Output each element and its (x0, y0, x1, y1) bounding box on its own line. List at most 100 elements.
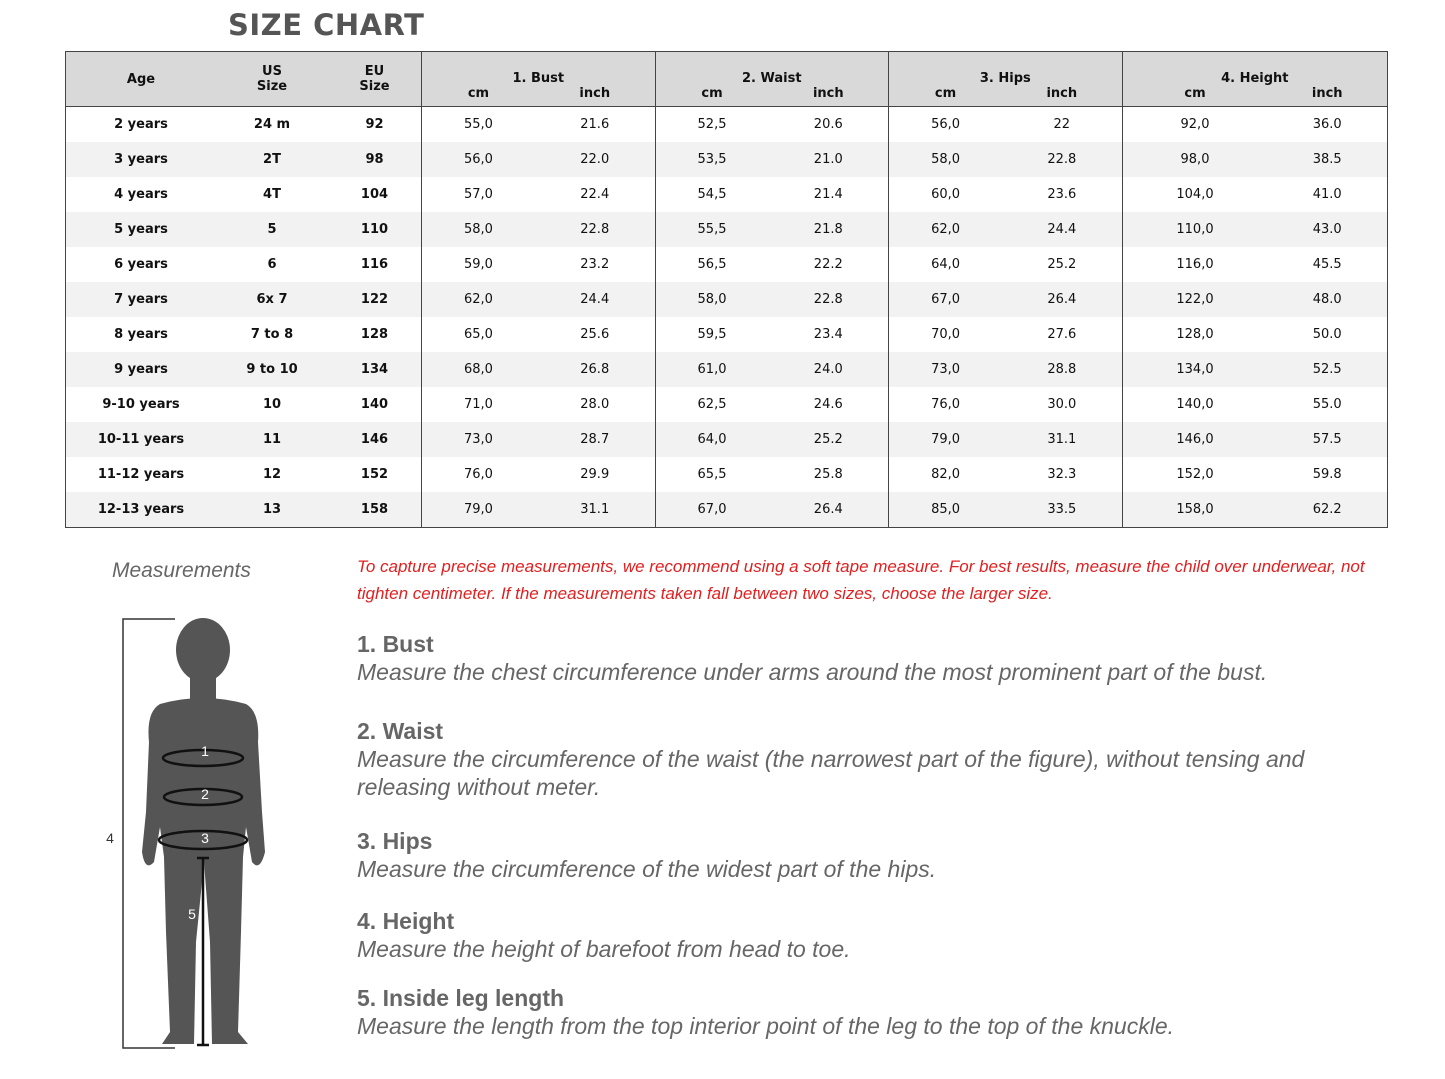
table-cell: 56,5 (654, 247, 769, 282)
subheader-cm: cm (888, 86, 1003, 107)
table-cell: 92 (365, 117, 384, 132)
table-cell: 152,0 (1121, 457, 1268, 492)
size-chart-table: Age US Size EU Size 1. Bust 2. Waist 3. … (65, 51, 1388, 528)
table-cell: 56,0 (420, 142, 535, 177)
table-cell: 24.4 (1002, 212, 1123, 247)
table-cell: 30.0 (1047, 397, 1077, 412)
table-row: 6 years 6 116 59,0 23.2 56,5 22.2 64,0 25.2 116,0… (66, 247, 1388, 282)
table-cell: 12-13 years (65, 492, 216, 528)
table-cell: 11 (216, 422, 328, 457)
figure-label-5: 5 (188, 906, 196, 922)
subheader-cm: cm (420, 86, 535, 107)
table-cell: 21.0 (768, 142, 889, 177)
table-cell: 24 m (253, 117, 291, 132)
table-cell: 5 years (65, 212, 216, 247)
table-cell: 7 years (65, 282, 216, 317)
table-row: 4 years 4T 104 57,0 22.4 54,5 21.4 60,0 23.6 104,… (66, 177, 1388, 212)
table-cell: 58,0 (420, 212, 535, 247)
measurement-section: 2. Waist Measure the circumference of the… (357, 717, 1357, 801)
subheader-inch: inch (768, 86, 889, 107)
section-title: 5. Inside leg length (357, 985, 565, 1011)
measurement-section: 5. Inside leg length Measure the length f… (357, 984, 1357, 1040)
table-cell: 2T (216, 142, 328, 177)
table-cell: 6 years (114, 257, 168, 272)
table-cell: 68,0 (420, 352, 535, 387)
table-cell: 76,0 (888, 387, 1003, 422)
table-cell: 20.6 (813, 117, 843, 132)
header-bust: 1. Bust (421, 51, 656, 86)
table-cell: 104,0 (1121, 177, 1268, 212)
table-row: 9-10 years 10 140 71,0 28.0 62,5 24.6 76,0 30.0 1… (66, 387, 1388, 422)
table-cell: 5 (216, 212, 328, 247)
table-cell: 25.2 (1047, 257, 1077, 272)
section-title: 4. Height (357, 908, 455, 934)
table-cell: 98,0 (1121, 142, 1268, 177)
subheader-inch: inch (534, 86, 656, 107)
table-cell: 38.5 (1267, 142, 1388, 177)
measurement-loops (157, 748, 249, 1047)
table-cell: 85,0 (888, 492, 1003, 528)
table-cell: 67,0 (888, 282, 1003, 317)
table-cell: 104 (360, 187, 389, 202)
table-cell: 45.5 (1312, 257, 1342, 272)
header-age: Age (65, 51, 216, 107)
table-cell: 57.5 (1267, 422, 1388, 457)
table-cell: 10 (262, 397, 282, 412)
table-cell: 122 (328, 282, 422, 317)
table-cell: 60,0 (888, 177, 1003, 212)
table-cell: 59.8 (1312, 467, 1342, 482)
figure-label-2: 2 (201, 786, 209, 802)
table-cell: 25.6 (580, 327, 610, 342)
table-cell: 62.2 (1267, 492, 1388, 528)
table-cell: 52.5 (1267, 352, 1388, 387)
table-cell: 28.0 (580, 397, 610, 412)
table-cell: 12 (262, 467, 282, 482)
table-cell: 26.8 (534, 352, 656, 387)
table-row: 2 years 24 m 92 55,0 21.6 52,5 20.6 56,0 22 92,0 3… (66, 106, 1388, 142)
table-cell: 61,0 (654, 352, 769, 387)
table-cell: 28.8 (1002, 352, 1123, 387)
table-cell: 65,5 (654, 457, 769, 492)
table-cell: 134,0 (1121, 352, 1268, 387)
table-cell: 29.9 (580, 467, 610, 482)
table-cell: 22.2 (813, 257, 843, 272)
header-hips: 3. Hips (888, 51, 1123, 86)
table-cell: 98 (328, 142, 422, 177)
measurement-section: 1. Bust Measure the chest circumference u… (357, 630, 1357, 686)
table-cell: 11-12 years (97, 467, 185, 482)
table-cell: 158,0 (1121, 492, 1268, 528)
table-row: 8 years 7 to 8 128 65,0 25.6 59,5 23.4 70,0 27.6… (66, 317, 1388, 352)
section-title: 1. Bust (357, 631, 434, 657)
table-cell: 59,5 (654, 317, 769, 352)
table-cell: 64,0 (654, 422, 769, 457)
table-cell: 55,5 (654, 212, 769, 247)
table-cell: 25.8 (813, 467, 843, 482)
table-cell: 57,0 (420, 177, 535, 212)
table-cell: 8 years (114, 327, 168, 342)
table-cell: 22.8 (1002, 142, 1123, 177)
table-cell: 9-10 years (102, 397, 180, 412)
measurement-section: 3. Hips Measure the circumference of the … (357, 827, 1357, 883)
table-cell: 22.0 (534, 142, 656, 177)
table-cell: 110 (328, 212, 422, 247)
section-text: Measure the chest circumference under ar… (357, 659, 1268, 685)
table-cell: 23.4 (813, 327, 843, 342)
table-cell: 43.0 (1267, 212, 1388, 247)
table-cell: 24.0 (768, 352, 889, 387)
table-cell: 31.1 (1002, 422, 1123, 457)
table-cell: 152 (360, 467, 389, 482)
table-cell: 55,0 (420, 106, 535, 142)
page-title: SIZE CHART (228, 8, 425, 42)
subheader-cm: cm (1121, 86, 1268, 107)
table-cell: 50.0 (1312, 327, 1342, 342)
table-cell: 2 years (114, 117, 168, 132)
table-cell: 158 (328, 492, 422, 528)
table-cell: 24.6 (813, 397, 843, 412)
table-cell: 36.0 (1312, 117, 1342, 132)
table-cell: 6 (267, 257, 277, 272)
measurements-label: Measurements (112, 559, 251, 582)
table-cell: 3 years (65, 142, 216, 177)
table-cell: 62,0 (420, 282, 535, 317)
table-cell: 53,5 (654, 142, 769, 177)
table-cell: 58,0 (654, 282, 769, 317)
